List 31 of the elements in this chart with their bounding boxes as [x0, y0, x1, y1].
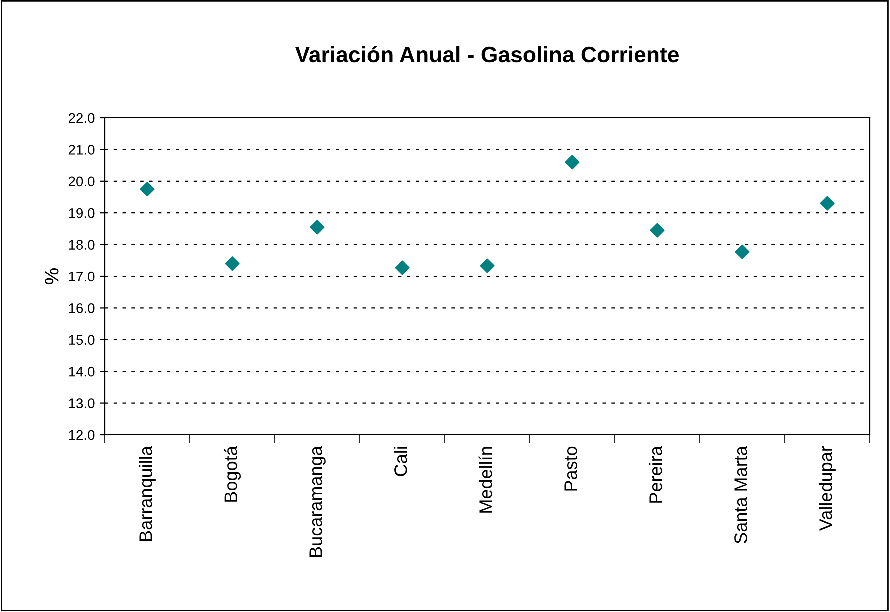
point [225, 256, 240, 272]
chart-title: Variación Anual - Gasolina Corriente [295, 46, 679, 63]
y-tick-label: 17.0 [69, 272, 95, 282]
y-tick-label: 16.0 [69, 304, 95, 314]
point [140, 182, 155, 197]
x-tick-label: Bucaramanga [310, 446, 326, 558]
y-tick-label: 19.0 [69, 208, 95, 218]
y-tick-label: 12.0 [69, 430, 95, 440]
x-tick-label: Valledupar [819, 446, 836, 532]
point [480, 258, 495, 274]
x-tick-label: Santa Marta [734, 446, 748, 544]
y-tick-label: 18.0 [69, 240, 95, 250]
y-tick-label: 20.0 [68, 176, 95, 187]
x-tick-label: Pereira [649, 446, 662, 503]
point [820, 196, 835, 211]
y-tick-label: 21.0 [68, 145, 95, 155]
y-tick-label: 13.0 [69, 398, 95, 408]
point [650, 223, 665, 238]
y-axis-title: % [45, 268, 59, 284]
x-tick-label: Pasto [564, 446, 578, 491]
x-tick-label: Medellín [478, 447, 492, 513]
x-tick-label: Barranquilla [139, 446, 156, 541]
point [565, 155, 580, 170]
y-tick-label: 14.0 [69, 366, 95, 377]
y-tick-label: 22.0 [68, 113, 95, 124]
point [310, 220, 325, 235]
x-tick-label: Cali [394, 447, 408, 476]
point [395, 260, 410, 276]
x-tick-label: Bogotá [224, 446, 242, 502]
point [735, 244, 750, 260]
y-tick-label: 15.0 [69, 335, 95, 346]
